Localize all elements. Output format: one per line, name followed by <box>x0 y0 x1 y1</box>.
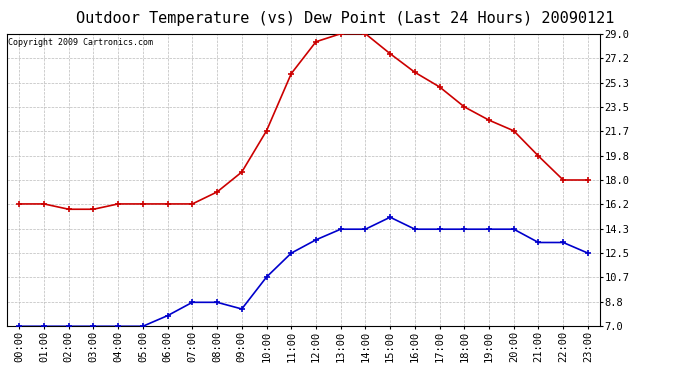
Text: Outdoor Temperature (vs) Dew Point (Last 24 Hours) 20090121: Outdoor Temperature (vs) Dew Point (Last… <box>76 11 614 26</box>
Text: Copyright 2009 Cartronics.com: Copyright 2009 Cartronics.com <box>8 38 153 47</box>
